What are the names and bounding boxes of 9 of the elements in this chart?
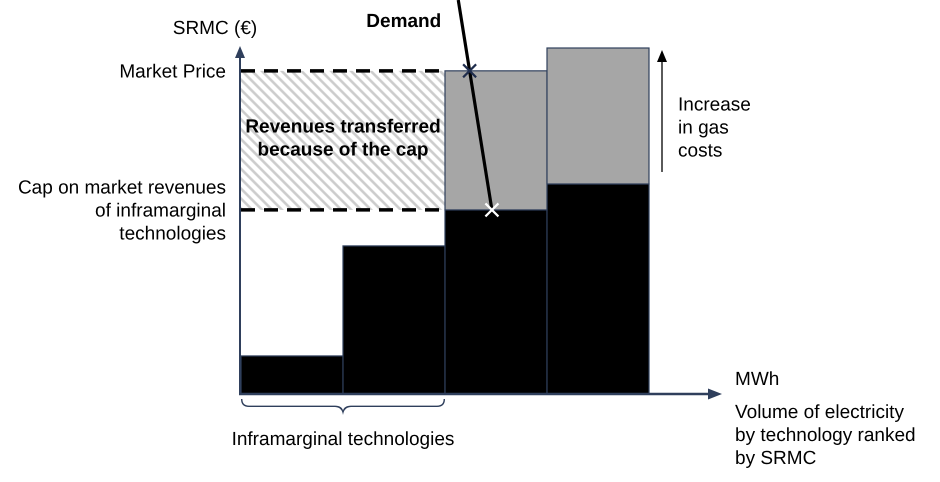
x-axis-title: MWh — [735, 369, 780, 390]
text: Demand — [366, 11, 442, 32]
ref-line-label: Cap on market revenues of inframarginal technologies — [18, 178, 226, 245]
text: Volume of electricity by technology ranked by SRMC — [735, 402, 916, 469]
ref-line-label: Market Price — [119, 61, 226, 82]
text: Inframarginal technologies — [232, 429, 454, 450]
y-axis-title: SRMC (€) — [172, 18, 258, 39]
annotation: Increase in gas costs — [678, 94, 751, 162]
band-label: Revenues transferred because of the cap — [245, 116, 441, 161]
